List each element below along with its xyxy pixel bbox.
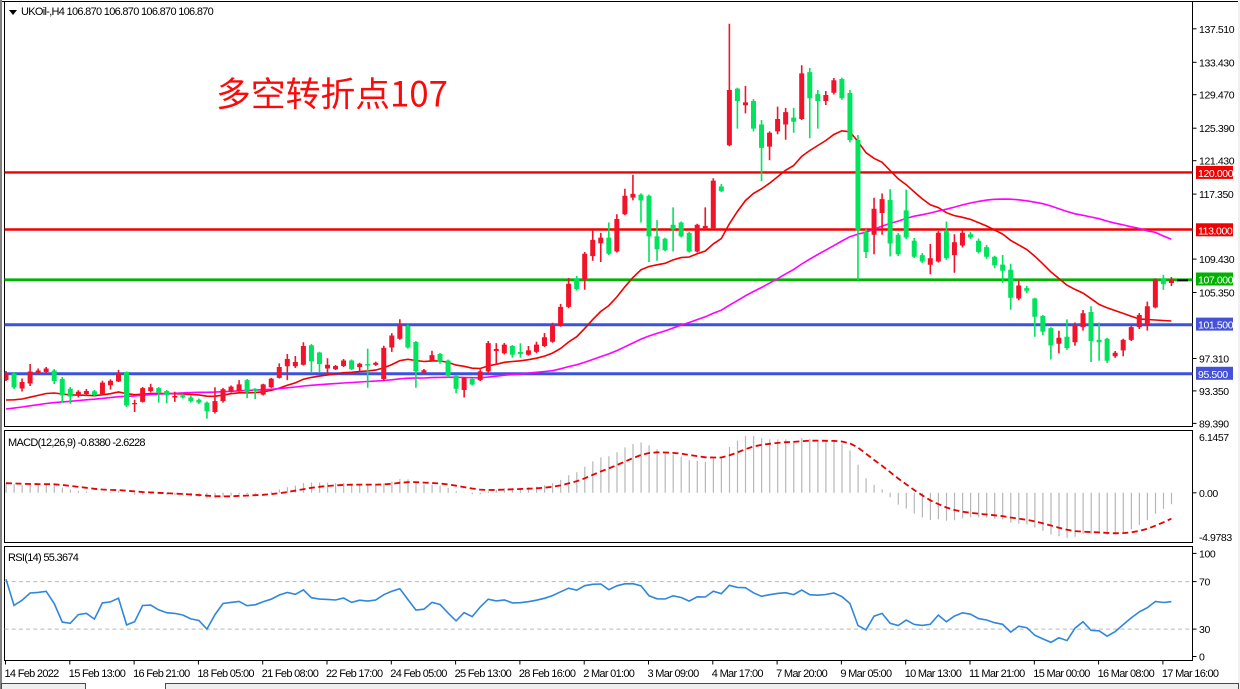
svg-text:121.430: 121.430 xyxy=(1199,156,1235,168)
svg-text:21 Feb 08:00: 21 Feb 08:00 xyxy=(262,668,319,680)
svg-text:UKOil-,H4 106.870 106.870 106: UKOil-,H4 106.870 106.870 106.870 106.87… xyxy=(21,6,214,18)
svg-text:30: 30 xyxy=(1199,624,1210,636)
svg-text:24 Feb 05:00: 24 Feb 05:00 xyxy=(390,668,447,680)
svg-text:100: 100 xyxy=(1199,548,1216,560)
svg-text:7 Mar 20:00: 7 Mar 20:00 xyxy=(776,668,828,680)
svg-text:28 Feb 16:00: 28 Feb 16:00 xyxy=(519,668,576,680)
svg-text:117.350: 117.350 xyxy=(1199,189,1234,201)
svg-text:101.500: 101.500 xyxy=(1198,320,1234,332)
svg-text:129.470: 129.470 xyxy=(1199,90,1235,102)
svg-text:10 Mar 13:00: 10 Mar 13:00 xyxy=(905,668,962,680)
svg-text:15 Mar 00:00: 15 Mar 00:00 xyxy=(1033,668,1090,680)
svg-text:9 Mar 05:00: 9 Mar 05:00 xyxy=(840,668,892,680)
svg-text:113.000: 113.000 xyxy=(1198,225,1233,237)
svg-text:16 Feb 21:00: 16 Feb 21:00 xyxy=(133,668,190,680)
svg-text:25 Feb 13:00: 25 Feb 13:00 xyxy=(455,668,512,680)
svg-text:18 Feb 05:00: 18 Feb 05:00 xyxy=(197,668,254,680)
svg-text:125.390: 125.390 xyxy=(1199,123,1235,135)
svg-text:22 Feb 17:00: 22 Feb 17:00 xyxy=(326,668,383,680)
svg-text:MACD(12,26,9) -0.8380 -2.6228: MACD(12,26,9) -0.8380 -2.6228 xyxy=(8,437,145,449)
svg-text:107.000: 107.000 xyxy=(1198,275,1234,287)
svg-text:109.430: 109.430 xyxy=(1199,254,1235,266)
svg-text:4 Mar 17:00: 4 Mar 17:00 xyxy=(712,668,764,680)
svg-text:97.310: 97.310 xyxy=(1199,354,1229,366)
svg-text:-4.9783: -4.9783 xyxy=(1199,532,1232,544)
svg-text:0.00: 0.00 xyxy=(1199,488,1218,500)
svg-text:120.000: 120.000 xyxy=(1198,168,1234,180)
svg-text:14 Feb 2022: 14 Feb 2022 xyxy=(5,668,60,680)
svg-text:89.390: 89.390 xyxy=(1199,418,1229,430)
svg-text:16 Mar 08:00: 16 Mar 08:00 xyxy=(1098,668,1155,680)
svg-text:137.510: 137.510 xyxy=(1199,24,1235,36)
svg-text:6.1457: 6.1457 xyxy=(1199,432,1229,444)
svg-text:17 Mar 16:00: 17 Mar 16:00 xyxy=(1162,668,1219,680)
svg-text:15 Feb 13:00: 15 Feb 13:00 xyxy=(69,668,126,680)
svg-text:105.350: 105.350 xyxy=(1199,288,1235,300)
svg-text:133.430: 133.430 xyxy=(1199,57,1235,69)
svg-text:93.350: 93.350 xyxy=(1199,386,1229,398)
svg-text:11 Mar 21:00: 11 Mar 21:00 xyxy=(969,668,1025,680)
svg-text:RSI(14) 55.3674: RSI(14) 55.3674 xyxy=(8,552,79,564)
svg-text:0: 0 xyxy=(1199,652,1205,664)
svg-text:70: 70 xyxy=(1199,577,1210,589)
svg-text:2 Mar 01:00: 2 Mar 01:00 xyxy=(583,668,635,680)
svg-text:95.500: 95.500 xyxy=(1198,369,1228,381)
svg-text:3 Mar 09:00: 3 Mar 09:00 xyxy=(648,668,700,680)
